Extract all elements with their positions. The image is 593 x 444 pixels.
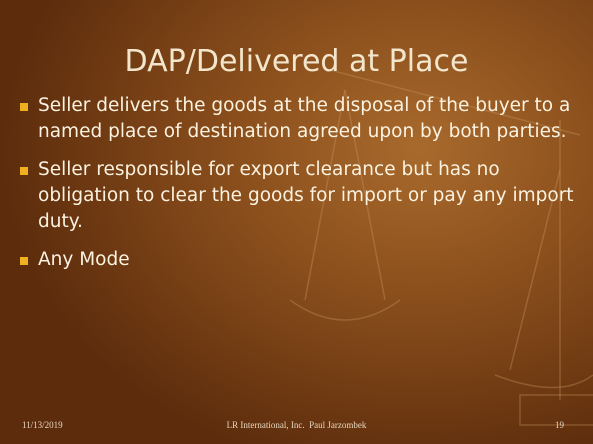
bullet-list: Seller delivers the goods at the disposa…	[20, 93, 580, 285]
bullet: Seller delivers the goods at the disposa…	[20, 93, 580, 145]
slide-title: DAP/Delivered at Place	[0, 44, 593, 79]
bullet: Any Mode	[20, 247, 580, 273]
slide: DAP/Delivered at Place Seller delivers t…	[0, 0, 593, 444]
page-number: 19	[555, 420, 564, 430]
footer-text: LR International, Inc. Paul Jarzombek	[0, 420, 593, 430]
bullet: Seller responsible for export clearance …	[20, 157, 580, 235]
